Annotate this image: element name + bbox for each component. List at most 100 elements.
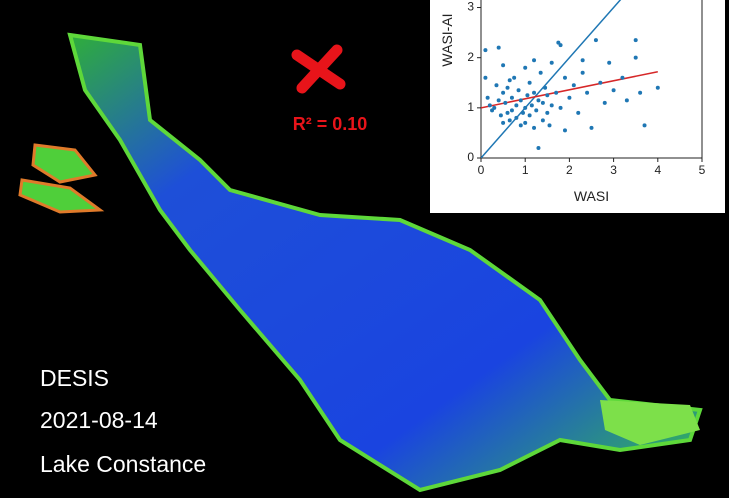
date-label: 2021-08-14 <box>40 407 158 433</box>
lake <box>67 32 703 493</box>
point <box>633 55 638 60</box>
fit-line <box>481 0 622 158</box>
point <box>509 108 514 113</box>
point <box>536 145 541 150</box>
point <box>532 125 537 130</box>
point <box>501 90 506 95</box>
x-tick-label: 4 <box>654 163 661 177</box>
point <box>580 70 585 75</box>
point <box>496 98 501 103</box>
point <box>525 93 530 98</box>
point <box>624 98 629 103</box>
x-tick-label: 2 <box>566 163 573 177</box>
point <box>514 115 519 120</box>
point <box>534 108 539 113</box>
point <box>633 38 638 43</box>
y-tick-label: 3 <box>467 0 474 14</box>
point <box>545 110 550 115</box>
point <box>501 120 506 125</box>
point <box>523 120 528 125</box>
point <box>558 105 563 110</box>
point <box>485 95 490 100</box>
point <box>507 118 512 123</box>
point <box>505 110 510 115</box>
point <box>598 80 603 85</box>
point <box>498 113 503 118</box>
point <box>540 100 545 105</box>
point <box>514 103 519 108</box>
point <box>638 90 643 95</box>
point <box>602 100 607 105</box>
point <box>655 85 660 90</box>
point <box>642 123 647 128</box>
point <box>516 88 521 93</box>
point <box>549 103 554 108</box>
x-tick-label: 3 <box>610 163 617 177</box>
point <box>523 105 528 110</box>
point <box>536 98 541 103</box>
point <box>496 45 501 50</box>
point <box>523 65 528 70</box>
point <box>567 95 572 100</box>
point <box>549 60 554 65</box>
shore-patch <box>600 400 700 445</box>
inset-panel <box>430 0 725 213</box>
point <box>501 63 506 68</box>
x-axis-label: WASI <box>574 188 609 204</box>
small-lake <box>31 143 98 184</box>
point <box>509 95 514 100</box>
point <box>607 60 612 65</box>
y-tick-label: 2 <box>467 50 474 64</box>
point <box>571 83 576 88</box>
y-tick-label: 1 <box>467 100 474 114</box>
fail-mark <box>291 44 346 94</box>
fit-line <box>481 70 658 109</box>
point <box>593 38 598 43</box>
point <box>545 93 550 98</box>
point <box>518 98 523 103</box>
point <box>532 58 537 63</box>
point <box>512 75 517 80</box>
small-lake <box>18 178 105 214</box>
x-tick-label: 5 <box>699 163 706 177</box>
point <box>503 100 508 105</box>
r-squared: R² = 0.10 <box>293 114 368 134</box>
point <box>562 128 567 133</box>
point <box>538 70 543 75</box>
place-label: Lake Constance <box>40 451 206 477</box>
point <box>611 88 616 93</box>
point <box>507 78 512 83</box>
point <box>576 110 581 115</box>
point <box>483 48 488 53</box>
point <box>580 58 585 63</box>
point <box>558 43 563 48</box>
point <box>562 75 567 80</box>
point <box>527 80 532 85</box>
point <box>505 85 510 90</box>
point <box>494 83 499 88</box>
y-tick-label: 0 <box>467 150 474 164</box>
y-axis-label: WASI-AI <box>439 13 455 66</box>
point <box>543 85 548 90</box>
point <box>554 90 559 95</box>
point <box>540 118 545 123</box>
point <box>620 75 625 80</box>
plot-area <box>481 0 660 158</box>
point <box>527 113 532 118</box>
point <box>483 75 488 80</box>
sensor-label: DESIS <box>40 365 109 391</box>
point <box>529 103 534 108</box>
point <box>547 123 552 128</box>
x-tick-label: 1 <box>522 163 529 177</box>
point <box>585 90 590 95</box>
point <box>518 123 523 128</box>
x-tick-label: 0 <box>478 163 485 177</box>
point <box>532 90 537 95</box>
point <box>492 105 497 110</box>
point <box>520 110 525 115</box>
point <box>589 125 594 130</box>
point <box>487 103 492 108</box>
